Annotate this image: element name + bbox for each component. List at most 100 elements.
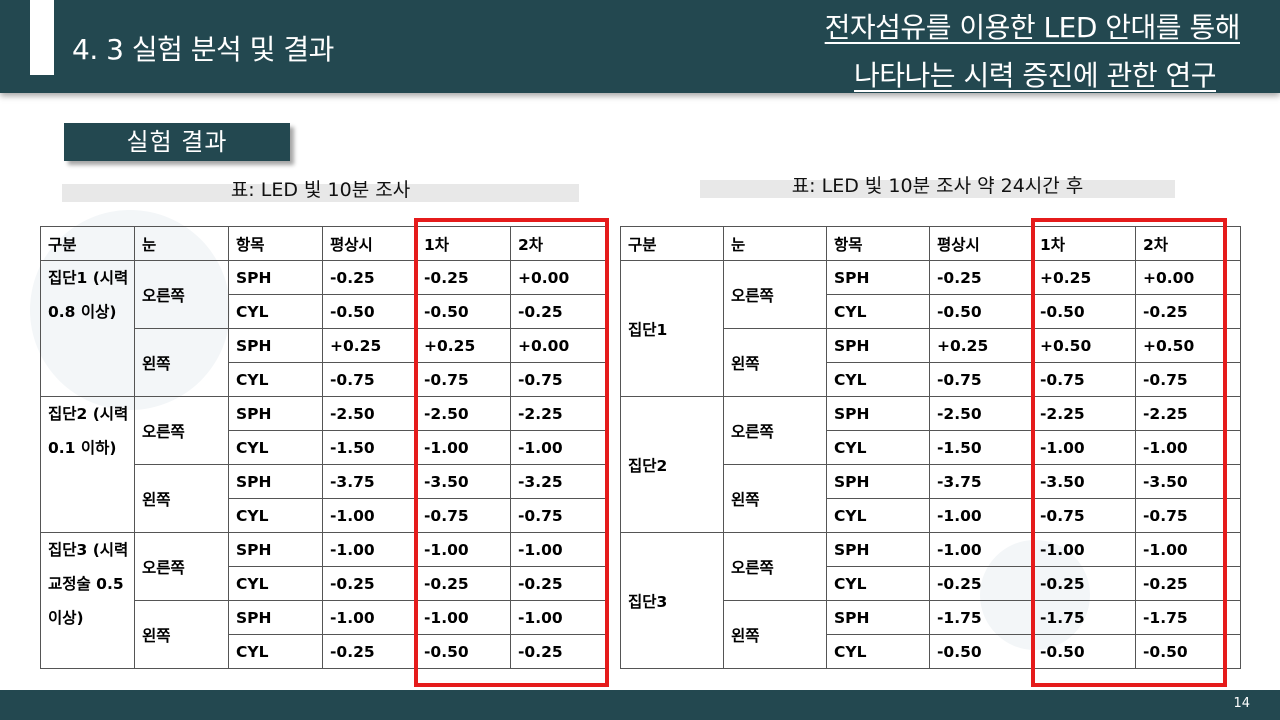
table-row: 왼쪽 SPH -1.00 -1.00 -1.00 — [41, 600, 607, 669]
slide-title-line2: 나타나는 시력 증진에 관한 연구 — [854, 59, 1216, 92]
baseline-cell: -1.00 — [929, 532, 1033, 567]
group-cell: 집단3 (시력교정술 0.5 이상) — [40, 532, 135, 669]
first-cell: -1.00 — [416, 600, 511, 635]
item-cell: CYL — [228, 294, 323, 329]
item-cell: SPH — [826, 396, 930, 431]
highlight-box-table1 — [414, 218, 609, 687]
group-cell: 집단2 (시력 0.1 이하) — [40, 396, 135, 533]
table-row: CYL -1.50 -1.00 -1.00 — [41, 430, 607, 465]
table-row: CYL -0.75 -0.75 -0.75 — [41, 362, 607, 397]
eye-cell: 왼쪽 — [134, 328, 229, 397]
table-row: CYL -0.25 -0.25 -0.25 — [41, 566, 607, 601]
eye-cell: 오른쪽 — [723, 396, 827, 465]
group-cell: 집단3 — [620, 532, 724, 669]
baseline-cell: -1.75 — [929, 600, 1033, 635]
item-cell: SPH — [228, 532, 323, 567]
eye-cell: 오른쪽 — [134, 532, 229, 601]
item-cell: CYL — [228, 566, 323, 601]
column-header: 눈 — [723, 226, 827, 261]
baseline-cell: +0.25 — [322, 328, 417, 363]
baseline-cell: -1.00 — [322, 532, 417, 567]
column-header: 2차 — [510, 226, 607, 261]
eye-cell: 왼쪽 — [134, 600, 229, 669]
first-cell: -0.50 — [416, 634, 511, 669]
first-cell: -0.75 — [416, 498, 511, 533]
baseline-cell: -0.75 — [322, 362, 417, 397]
column-header: 항목 — [826, 226, 930, 261]
table-header-row: 구분 눈 항목 평상시 1차 2차 — [620, 226, 1241, 261]
table-row: CYL -0.50 -0.50 -0.25 — [621, 294, 1241, 329]
eye-cell: 오른쪽 — [134, 260, 229, 329]
first-cell: -0.50 — [1032, 294, 1136, 329]
item-cell: SPH — [228, 328, 323, 363]
first-cell: -1.00 — [416, 532, 511, 567]
first-cell: -0.75 — [1032, 498, 1136, 533]
column-header: 1차 — [1032, 226, 1136, 261]
table-row: CYL -0.75 -0.75 -0.75 — [621, 362, 1241, 397]
baseline-cell: -1.00 — [322, 600, 417, 635]
first-cell: -0.75 — [416, 362, 511, 397]
table-row: 왼쪽 SPH -3.75 -3.50 -3.50 — [621, 464, 1241, 533]
baseline-cell: -0.75 — [929, 362, 1033, 397]
table-row: 왼쪽 SPH -3.75 -3.50 -3.25 — [41, 464, 607, 533]
column-header: 구분 — [40, 226, 135, 261]
item-cell: SPH — [228, 600, 323, 635]
table-row: CYL -0.50 -0.50 -0.25 — [41, 294, 607, 329]
table-row: 집단3 (시력교정술 0.5 이상) 오른쪽 SPH -1.00 -1.00 -1.00 — [40, 532, 607, 669]
item-cell: SPH — [826, 260, 930, 295]
baseline-cell: -3.75 — [929, 464, 1033, 499]
baseline-cell: -1.50 — [929, 430, 1033, 465]
baseline-cell: -0.25 — [929, 566, 1033, 601]
baseline-cell: -3.75 — [322, 464, 417, 499]
item-cell: CYL — [826, 362, 930, 397]
results-table-2: 구분 눈 항목 평상시 1차 2차 집단1 오른쪽 SPH -0.25 +0.25 +0.00 CYL -… — [620, 226, 1241, 669]
first-cell: -3.50 — [416, 464, 511, 499]
item-cell: CYL — [228, 634, 323, 669]
second-cell: -0.25 — [510, 294, 607, 329]
footer-bar: 14 — [0, 690, 1280, 720]
first-cell: -3.50 — [1032, 464, 1136, 499]
item-cell: SPH — [228, 464, 323, 499]
item-cell: CYL — [228, 430, 323, 465]
baseline-cell: -2.50 — [929, 396, 1033, 431]
eye-cell: 오른쪽 — [723, 260, 827, 329]
item-cell: CYL — [826, 498, 930, 533]
table-row: 집단3 오른쪽 SPH -1.00 -1.00 -1.00 — [620, 532, 1241, 669]
item-cell: SPH — [228, 260, 323, 295]
item-cell: SPH — [228, 396, 323, 431]
eye-cell: 왼쪽 — [723, 464, 827, 533]
table2-caption: 표: LED 빛 10분 조사 약 24시간 후 — [700, 175, 1175, 198]
baseline-cell: -2.50 — [322, 396, 417, 431]
first-cell: -0.75 — [1032, 362, 1136, 397]
second-cell: -0.75 — [510, 498, 607, 533]
eye-cell: 왼쪽 — [723, 328, 827, 397]
column-header: 평상시 — [322, 226, 417, 261]
table1-caption-text: 표: LED 빛 10분 조사 — [230, 179, 411, 201]
highlight-box-table2 — [1031, 218, 1227, 687]
table-header-row: 구분 눈 항목 평상시 1차 2차 — [40, 226, 607, 261]
item-cell: CYL — [826, 566, 930, 601]
column-header: 항목 — [228, 226, 323, 261]
item-cell: CYL — [228, 498, 323, 533]
baseline-cell: +0.25 — [929, 328, 1033, 363]
first-cell: -0.50 — [1032, 634, 1136, 669]
baseline-cell: -0.25 — [322, 566, 417, 601]
second-cell: +0.00 — [510, 328, 607, 363]
subtitle-badge: 실험 결과 — [64, 123, 290, 161]
column-header: 평상시 — [929, 226, 1033, 261]
page-number: 14 — [1233, 696, 1250, 711]
first-cell: -0.25 — [416, 260, 511, 295]
baseline-cell: -1.50 — [322, 430, 417, 465]
first-cell: -1.00 — [416, 430, 511, 465]
header-bar: 4. 3 실험 분석 및 결과 전자섬유를 이용한 LED 안대를 통해 나타나… — [0, 0, 1280, 93]
baseline-cell: -1.00 — [929, 498, 1033, 533]
first-cell: -0.50 — [416, 294, 511, 329]
eye-cell: 오른쪽 — [134, 396, 229, 465]
group-cell: 집단1 (시력 0.8 이상) — [40, 260, 135, 397]
baseline-cell: -0.50 — [322, 294, 417, 329]
baseline-cell: -1.00 — [322, 498, 417, 533]
second-cell: -0.25 — [510, 634, 607, 669]
group-cell: 집단2 — [620, 396, 724, 533]
second-cell: -3.25 — [510, 464, 607, 499]
eye-cell: 오른쪽 — [723, 532, 827, 601]
